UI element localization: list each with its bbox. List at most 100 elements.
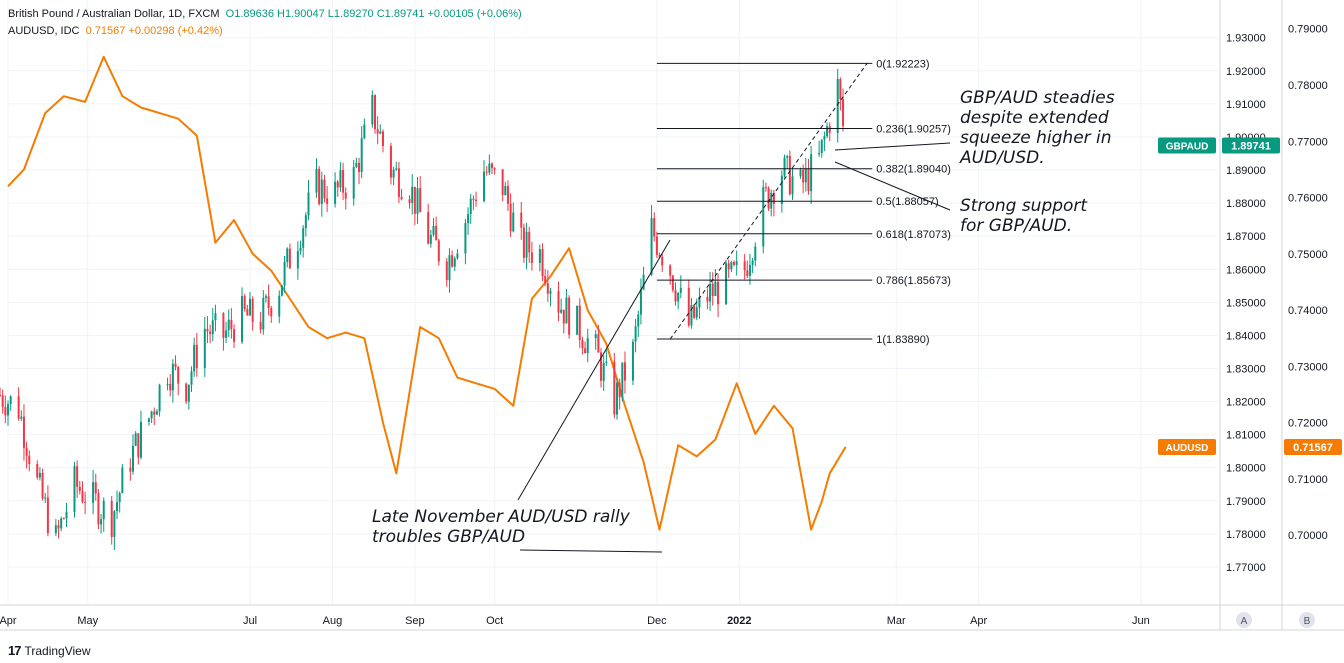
candle-body (525, 231, 528, 258)
fib-level-label: 0.786(1.85673) (876, 275, 951, 287)
audusd-line (7, 55, 847, 531)
candle-body (243, 296, 246, 310)
candle-body (174, 363, 177, 367)
candle-body (751, 260, 754, 265)
candle-body (150, 411, 153, 419)
candle-body (118, 493, 121, 503)
candle-body (427, 212, 430, 244)
candle-body (594, 334, 597, 339)
candle-body (177, 366, 180, 384)
gbpaud-badge-box (1158, 137, 1216, 154)
fib-level-label: 0.382(1.89040) (876, 164, 951, 176)
candle-body (225, 330, 228, 338)
left-tick-label: 1.89000 (1226, 165, 1266, 177)
candle-body (304, 215, 307, 229)
candle-body (344, 192, 347, 199)
time-tick-label: 2022 (727, 615, 751, 627)
left-tick-label: 1.87000 (1226, 231, 1266, 243)
candle-body (706, 297, 709, 302)
candle-body (786, 155, 789, 158)
candle-body (296, 250, 299, 269)
candle-body (557, 291, 560, 313)
candle-body (584, 348, 587, 354)
candle-body (820, 139, 823, 154)
candle-body (642, 274, 645, 290)
left-tick-label: 1.79000 (1226, 496, 1266, 508)
candle-body (669, 265, 672, 276)
right-tick-label: 0.71000 (1288, 474, 1328, 486)
candle-body (129, 467, 132, 472)
candle-body (360, 138, 363, 172)
fib-level-label: 0.5(1.88057) (876, 196, 938, 208)
candle-body (62, 518, 65, 520)
candle-body (113, 511, 116, 537)
candle-body (355, 162, 358, 167)
candle-body (714, 281, 717, 297)
left-tick-label: 1.81000 (1226, 430, 1266, 442)
candle-body (206, 328, 209, 332)
candle-body (334, 181, 337, 204)
main-series-legend[interactable]: British Pound / Australian Dollar, 1D, F… (8, 7, 522, 21)
candle-body (22, 416, 25, 448)
candle-body (153, 411, 156, 415)
time-tick-label: Jul (243, 615, 257, 627)
fib-trend-line (669, 63, 868, 340)
audusd-last-price: 0.71567 (1293, 442, 1333, 454)
candle-body (147, 418, 150, 422)
candle-body (437, 240, 440, 262)
time-tick-label: Mar (887, 615, 906, 627)
audusd-price-box (1284, 439, 1342, 456)
candle-body (371, 95, 374, 125)
candle-body (451, 255, 454, 267)
candle-body (193, 344, 196, 372)
candle-body (842, 99, 845, 126)
right-tick-label: 0.75000 (1288, 249, 1328, 261)
candle-body (286, 248, 289, 263)
candle-body (717, 281, 720, 305)
candle-body (467, 214, 470, 224)
right-tick-label: 0.76000 (1288, 193, 1328, 205)
candle-body (485, 171, 488, 173)
candle-body (618, 382, 621, 398)
candle-body (81, 490, 84, 502)
candle-body (799, 169, 802, 177)
candle-body (693, 304, 696, 318)
time-axis[interactable]: Apr May Jul Aug Sep Oct Dec 2022 Mar Apr Jun (0, 615, 1150, 627)
candle-body (522, 227, 525, 258)
candle-body (709, 283, 712, 302)
left-tick-label: 1.85000 (1226, 297, 1266, 309)
candle-body (73, 466, 76, 512)
candle-body (501, 169, 504, 196)
candle-body (342, 170, 345, 193)
candle-body (730, 262, 733, 270)
left-tick-label: 1.78000 (1226, 529, 1266, 541)
candle-body (408, 199, 411, 203)
gbpaud-candles (0, 68, 845, 551)
candle-body (57, 525, 60, 529)
candle-body (802, 169, 805, 183)
candle-body (241, 296, 244, 342)
fibonacci-retracement[interactable]: 0(1.92223) 0.236(1.90257) 0.382(1.89040) 0.… (656, 58, 951, 346)
candle-body (746, 270, 749, 276)
candle-body (400, 196, 403, 200)
right-tick-label: 0.78000 (1288, 80, 1328, 92)
tradingview-branding[interactable]: 17 TradingView (8, 643, 91, 658)
left-tick-label: 1.92000 (1226, 66, 1266, 78)
candle-body (506, 186, 509, 204)
candle-body (336, 181, 339, 188)
candle-body (60, 518, 63, 529)
candle-body (195, 344, 198, 368)
candle-body (203, 328, 206, 368)
candle-body (25, 447, 28, 456)
candle-body (475, 199, 478, 201)
left-tick-label: 1.77000 (1226, 562, 1266, 574)
overlay-series-legend[interactable]: AUDUSD, IDC 0.71567 +0.00298 (+0.42%) (8, 24, 223, 38)
candle-body (376, 129, 379, 134)
candle-body (541, 249, 544, 277)
candle-body (538, 249, 541, 263)
time-tick-label: Apr (0, 615, 17, 627)
candle-body (267, 296, 270, 308)
price-axes[interactable]: 1.77000 1.78000 1.79000 1.80000 1.81000 1.820… (0, 0, 1344, 631)
candle-body (653, 218, 656, 237)
